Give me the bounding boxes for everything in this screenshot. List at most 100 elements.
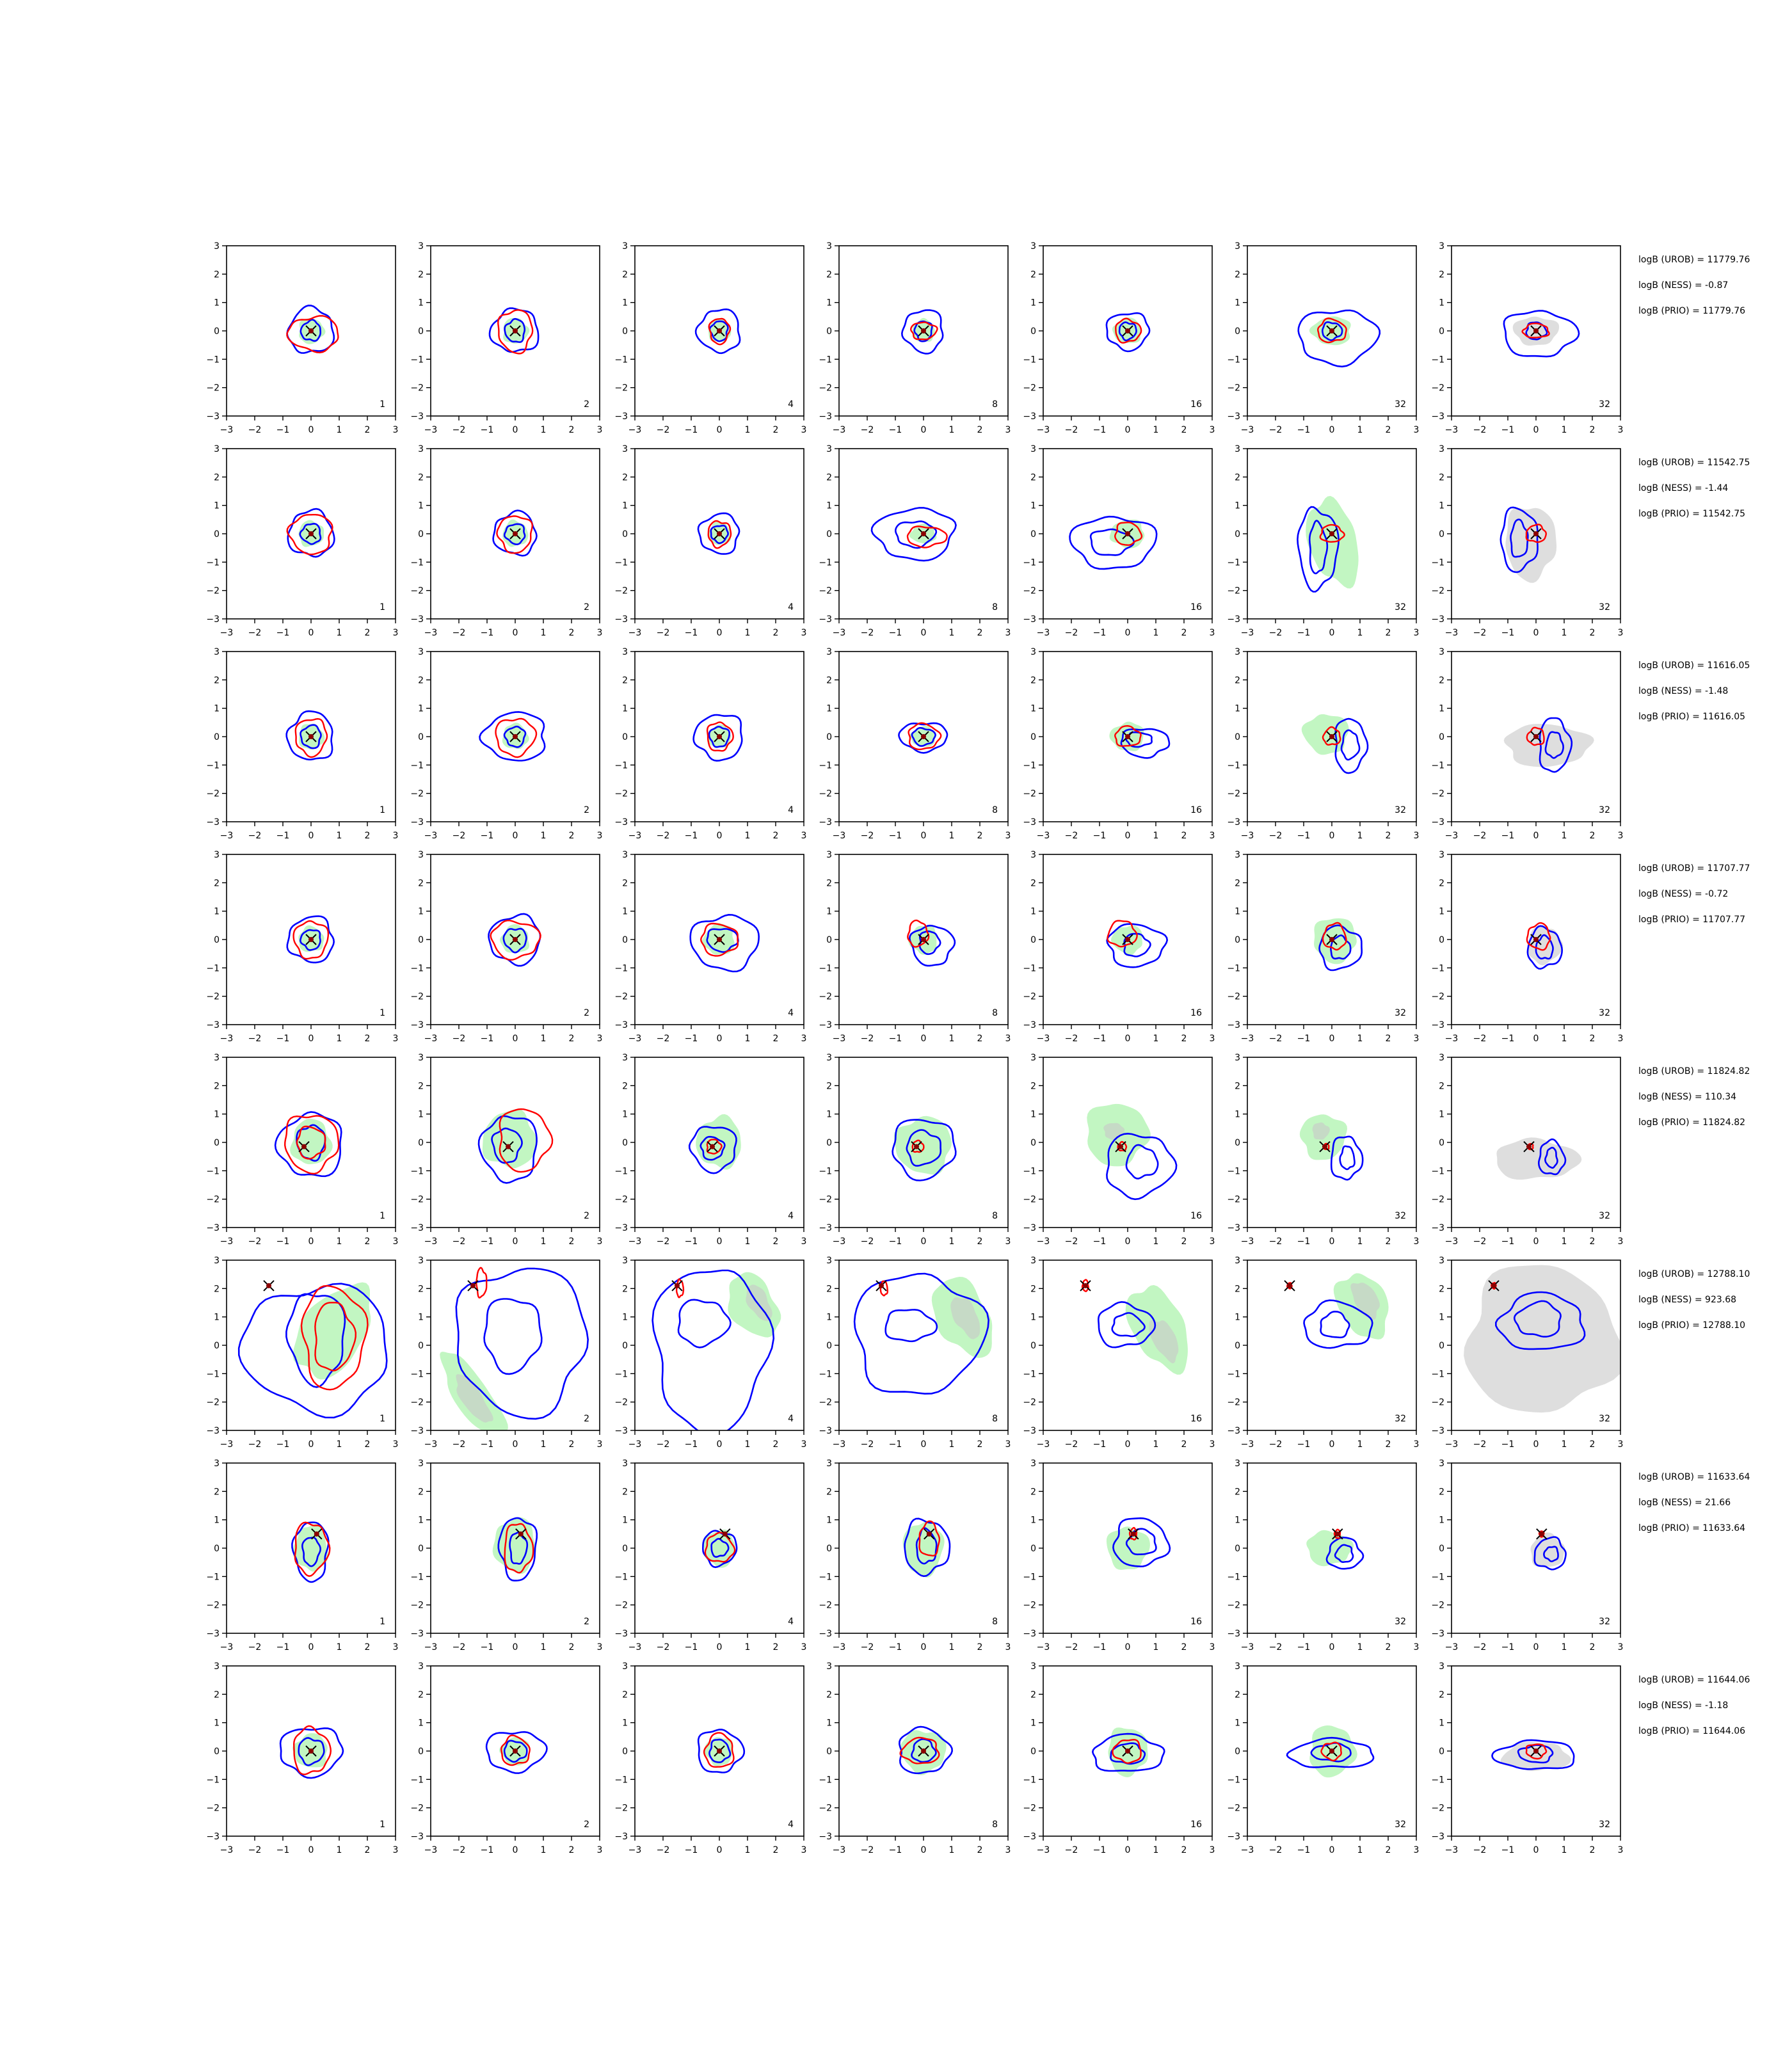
y-tick-label: 3 <box>1439 1459 1444 1469</box>
y-tick-label: 0 <box>1030 529 1036 540</box>
panel-iteration-label: 32 <box>1599 1414 1610 1424</box>
y-tick-label: −1 <box>614 1166 628 1176</box>
panel-r5-c2: −3 −2 −1 0 1 2 3 −3 −2 −1 0 1 2 3 2 <box>410 1053 602 1247</box>
x-tick-label: 0 <box>513 1642 518 1652</box>
y-tick-label: 0 <box>1439 326 1444 337</box>
y-tick-label: −1 <box>206 1775 220 1785</box>
blue-contour <box>479 711 546 762</box>
y-tick-label: 1 <box>1030 1110 1036 1120</box>
y-tick-label: −3 <box>819 817 832 828</box>
red-contour <box>1316 317 1347 344</box>
panel-plot-area <box>477 1108 554 1184</box>
x-tick-label: −1 <box>1501 1236 1515 1247</box>
x-tick-label: −2 <box>1065 1642 1078 1652</box>
x-tick-label: 1 <box>1357 1439 1363 1450</box>
y-tick-label: 0 <box>1439 1138 1444 1148</box>
estimate-point-marker <box>879 1283 884 1288</box>
panel-plot-area <box>479 711 546 762</box>
x-tick-label: 3 <box>393 1236 399 1247</box>
panel-r5-c3: −3 −2 −1 0 1 2 3 −3 −2 −1 0 1 2 3 4 <box>614 1053 806 1247</box>
panel-r7-c6: −3 −2 −1 0 1 2 3 −3 −2 −1 0 1 2 3 32 <box>1227 1459 1419 1652</box>
x-tick-label: 0 <box>513 1439 518 1450</box>
x-tick-label: −2 <box>861 831 874 841</box>
red-contour <box>292 920 330 960</box>
y-tick-label: 1 <box>826 1718 832 1729</box>
y-tick-label: 3 <box>622 1256 628 1266</box>
y-tick-label: 1 <box>214 704 220 714</box>
x-tick-label: −1 <box>685 1439 698 1450</box>
x-tick-label: −2 <box>1065 425 1078 435</box>
y-tick-label: 3 <box>1235 241 1240 252</box>
y-tick-label: 1 <box>826 1516 832 1526</box>
panel-iteration-label: 32 <box>1395 1820 1406 1830</box>
x-tick-label: −3 <box>833 628 846 638</box>
y-tick-label: 2 <box>826 878 832 888</box>
estimate-point-marker <box>717 328 722 333</box>
x-tick-label: 1 <box>949 1236 955 1247</box>
y-tick-label: −2 <box>410 1398 424 1408</box>
row-stat-label: logB (PRIO) = 11616.05 <box>1638 712 1745 722</box>
x-tick-label: 0 <box>513 425 518 435</box>
y-tick-label: 3 <box>826 1053 832 1063</box>
panel-plot-area <box>1297 495 1359 593</box>
x-tick-label: 1 <box>337 1845 342 1855</box>
panel-iteration-label: 2 <box>584 805 589 815</box>
x-tick-label: 0 <box>1329 628 1335 638</box>
y-tick-label: −1 <box>410 355 424 365</box>
blue-contour <box>1491 1739 1575 1770</box>
x-tick-label: 0 <box>717 628 723 638</box>
x-tick-label: −1 <box>889 1845 902 1855</box>
x-tick-label: −2 <box>657 425 670 435</box>
blue-contour <box>1330 934 1352 960</box>
y-tick-label: −1 <box>819 1369 832 1379</box>
y-tick-label: −1 <box>410 1572 424 1582</box>
y-tick-label: 3 <box>622 444 628 454</box>
x-tick-label: 2 <box>569 1236 575 1247</box>
x-tick-label: 1 <box>541 1034 547 1044</box>
y-tick-label: −2 <box>410 383 424 394</box>
y-tick-label: −1 <box>206 760 220 771</box>
panel-r4-c6: −3 −2 −1 0 1 2 3 −3 −2 −1 0 1 2 3 32 <box>1227 850 1419 1044</box>
x-tick-label: −2 <box>657 628 670 638</box>
y-tick-label: −3 <box>410 1020 424 1030</box>
blue-contour <box>1325 1537 1364 1570</box>
y-tick-label: 0 <box>1235 935 1240 945</box>
y-tick-label: −3 <box>1023 1020 1036 1030</box>
estimate-point-marker <box>1491 1283 1496 1288</box>
y-tick-label: 2 <box>1235 1284 1240 1294</box>
x-tick-label: 3 <box>801 628 807 638</box>
y-tick-label: −1 <box>410 1775 424 1785</box>
blue-contour <box>853 1272 990 1395</box>
panel-iteration-label: 32 <box>1395 805 1406 815</box>
y-tick-label: 0 <box>1030 732 1036 742</box>
y-tick-label: −3 <box>1431 1629 1444 1639</box>
row-stat-label: logB (NESS) = -1.44 <box>1638 483 1728 493</box>
y-tick-label: 2 <box>622 878 628 888</box>
y-tick-label: −1 <box>206 1166 220 1176</box>
x-tick-label: −3 <box>424 425 438 435</box>
x-tick-label: 1 <box>1153 1236 1159 1247</box>
y-tick-label: 2 <box>1030 1690 1036 1700</box>
x-tick-label: −1 <box>276 1642 290 1652</box>
row-stat-label: logB (NESS) = 923.68 <box>1638 1295 1736 1305</box>
panel-plot-area <box>1109 721 1171 759</box>
x-tick-label: 2 <box>1181 831 1187 841</box>
x-tick-label: 0 <box>1533 1034 1539 1044</box>
blue-contour <box>300 319 321 342</box>
panel-plot-area <box>1314 918 1363 972</box>
blue-contour <box>870 507 957 562</box>
blue-contour <box>1537 1138 1567 1176</box>
panel-iteration-label: 32 <box>1599 1008 1610 1018</box>
x-tick-label: −3 <box>1037 425 1050 435</box>
y-tick-label: −3 <box>1227 1223 1240 1233</box>
x-tick-label: 0 <box>717 1845 723 1855</box>
y-tick-label: −2 <box>1431 1398 1444 1408</box>
blue-contour <box>1303 1299 1373 1349</box>
panel-iteration-label: 1 <box>380 1008 385 1018</box>
panel-iteration-label: 2 <box>584 1211 589 1221</box>
y-tick-label: 0 <box>418 529 424 540</box>
y-tick-label: 0 <box>214 1341 220 1351</box>
blue-contour <box>708 1738 732 1763</box>
panel-plot-area <box>870 507 957 562</box>
x-tick-label: 2 <box>1181 1236 1187 1247</box>
